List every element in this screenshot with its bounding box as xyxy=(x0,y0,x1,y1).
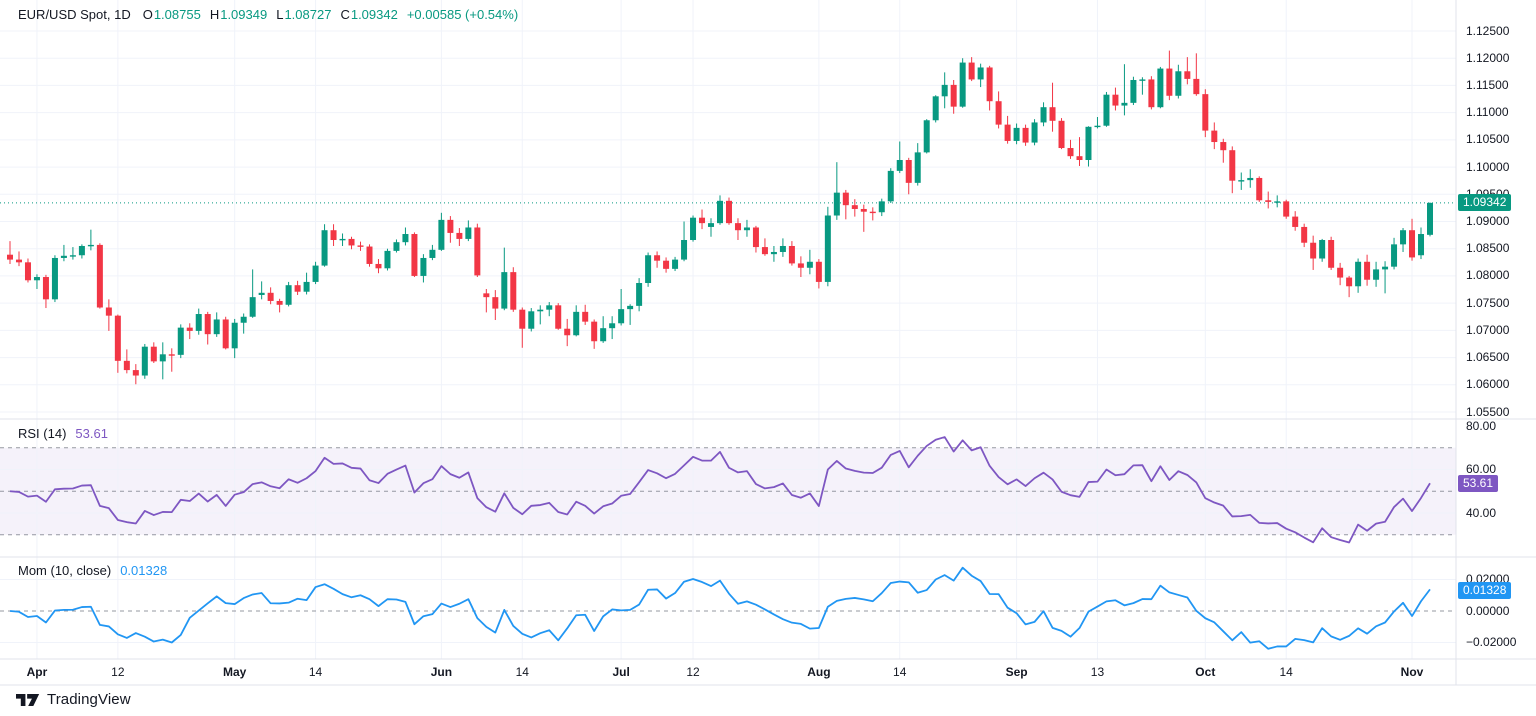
price-axis-label: 1.11000 xyxy=(1466,105,1509,120)
mom-line xyxy=(9,566,1431,650)
price-axis-label: 1.10500 xyxy=(1466,132,1510,147)
rsi-line xyxy=(9,436,1431,544)
rsi-axis-label: 80.00 xyxy=(1466,418,1497,433)
chart-canvas[interactable] xyxy=(0,0,1536,686)
symbol-title: EUR/USD Spot, 1D xyxy=(18,7,131,22)
price-axis-label: 1.12000 xyxy=(1466,50,1510,65)
time-label-month: Sep xyxy=(1005,665,1028,679)
price-axis-label: 1.07000 xyxy=(1466,322,1510,337)
time-label-month: Nov xyxy=(1400,665,1424,679)
time-label-month: Apr xyxy=(26,665,48,679)
mom-axis-label: 0.00000 xyxy=(1466,603,1510,618)
time-label-day: 12 xyxy=(111,665,125,679)
time-label-day: 14 xyxy=(515,665,529,679)
price-axis-column[interactable]: 1.12500 1.12000 1.11500 1.11000 1.10500 1.100… xyxy=(1456,0,1536,686)
price-axis-label: 1.07500 xyxy=(1466,295,1510,310)
main-legend: EUR/USD Spot, 1D O1.08755 H1.09349 L1.08… xyxy=(18,7,518,22)
time-label-month: Oct xyxy=(1195,665,1216,679)
mom-value-label: 0.01328 xyxy=(1458,581,1512,599)
price-axis-label: 1.08000 xyxy=(1466,268,1510,283)
price-axis-label: 1.08500 xyxy=(1466,241,1510,256)
rsi-value: 53.61 xyxy=(75,426,108,441)
tradingview-logo-icon[interactable] xyxy=(16,693,40,707)
price-axis-label: 1.11500 xyxy=(1466,77,1509,92)
rsi-value-label: 53.61 xyxy=(1458,474,1499,492)
candles-series xyxy=(7,50,1433,385)
mom-legend: Mom (10, close) 0.01328 xyxy=(18,563,167,578)
price-axis-label: 1.06500 xyxy=(1466,350,1510,365)
last-price-label: 1.09342 xyxy=(1458,194,1512,212)
price-axis-label: 1.06000 xyxy=(1466,377,1510,392)
time-label-month: Aug xyxy=(807,665,831,679)
ohlc-low: L1.08727 xyxy=(276,7,332,22)
mom-title: Mom (10, close) xyxy=(18,563,112,578)
rsi-title: RSI (14) xyxy=(18,426,67,441)
rsi-axis-label: 40.00 xyxy=(1466,505,1497,520)
time-label-day: 12 xyxy=(686,665,700,679)
ohlc-high: H1.09349 xyxy=(209,7,268,22)
time-label-day: 14 xyxy=(308,665,323,679)
price-axis-label: 1.05500 xyxy=(1466,404,1510,419)
mom-axis-label: −0.02000 xyxy=(1466,635,1517,649)
change-value: +0.00585 (+0.54%) xyxy=(406,7,519,22)
footer-brand: TradingView xyxy=(16,691,131,708)
price-axis-label: 1.09000 xyxy=(1466,214,1510,228)
rsi-axis-label: 60.00 xyxy=(1466,462,1497,476)
price-axis-label: 1.10000 xyxy=(1466,159,1510,174)
price-axis-label: 1.12500 xyxy=(1466,23,1510,38)
time-label-day: 14 xyxy=(1279,665,1293,679)
ohlc-close: C1.09342 xyxy=(340,7,398,22)
time-label-month: Jul xyxy=(612,665,630,679)
time-label-day: 14 xyxy=(893,665,907,679)
time-label-day: 13 xyxy=(1090,665,1105,679)
rsi-legend: RSI (14) 53.61 xyxy=(18,426,108,441)
time-label-month: Jun xyxy=(430,665,453,679)
ohlc-open: O1.08755 xyxy=(142,7,201,22)
mom-value: 0.01328 xyxy=(120,563,168,578)
tradingview-brand-text[interactable]: TradingView xyxy=(47,691,131,708)
time-label-month: May xyxy=(223,665,247,679)
